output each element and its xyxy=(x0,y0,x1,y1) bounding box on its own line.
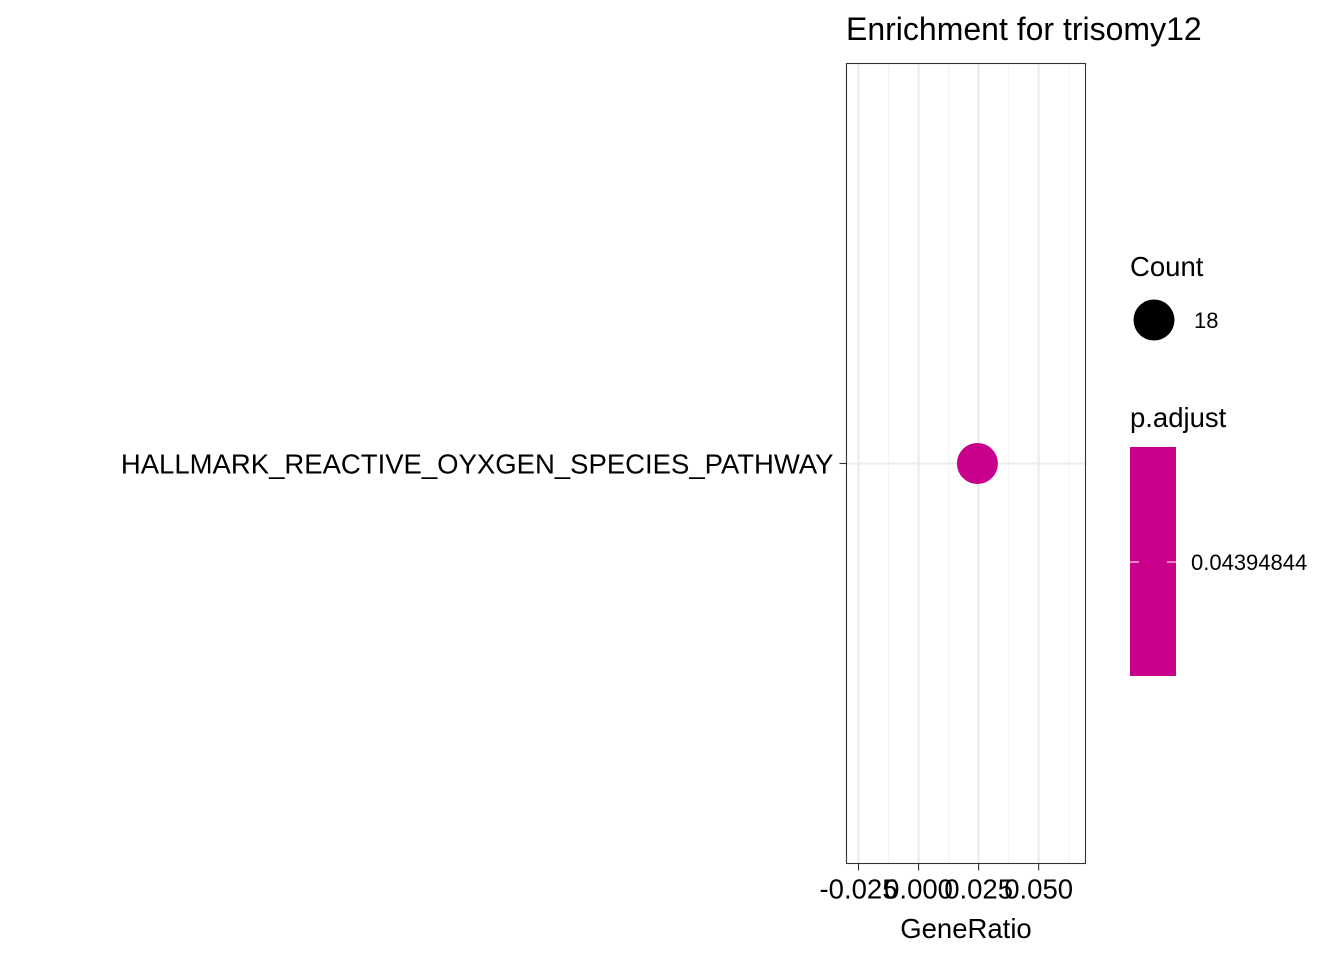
legend: Count 18 p.adjust 0.04394844 xyxy=(1130,251,1307,676)
p-adjust-legend-label: 0.04394844 xyxy=(1191,550,1307,575)
data-points xyxy=(956,443,998,484)
chart-title: Enrichment for trisomy12 xyxy=(846,11,1202,47)
axes: HALLMARK_REACTIVE_OYXGEN_SPECIES_PATHWAY… xyxy=(121,449,1073,905)
x-axis-tick-label: 0.000 xyxy=(884,874,953,905)
count-legend-key xyxy=(1133,299,1175,341)
x-axis-tick-label: -0.025 xyxy=(820,874,898,905)
p-adjust-legend-title: p.adjust xyxy=(1130,402,1227,433)
count-legend-title: Count xyxy=(1130,251,1204,282)
count-legend-label: 18 xyxy=(1194,308,1218,333)
data-point xyxy=(956,443,998,484)
y-axis-tick-label: HALLMARK_REACTIVE_OYXGEN_SPECIES_PATHWAY xyxy=(121,449,834,480)
x-axis-title: GeneRatio xyxy=(900,913,1031,944)
x-axis-tick-label: 0.050 xyxy=(1004,874,1073,905)
x-axis-tick-label: 0.025 xyxy=(944,874,1013,905)
